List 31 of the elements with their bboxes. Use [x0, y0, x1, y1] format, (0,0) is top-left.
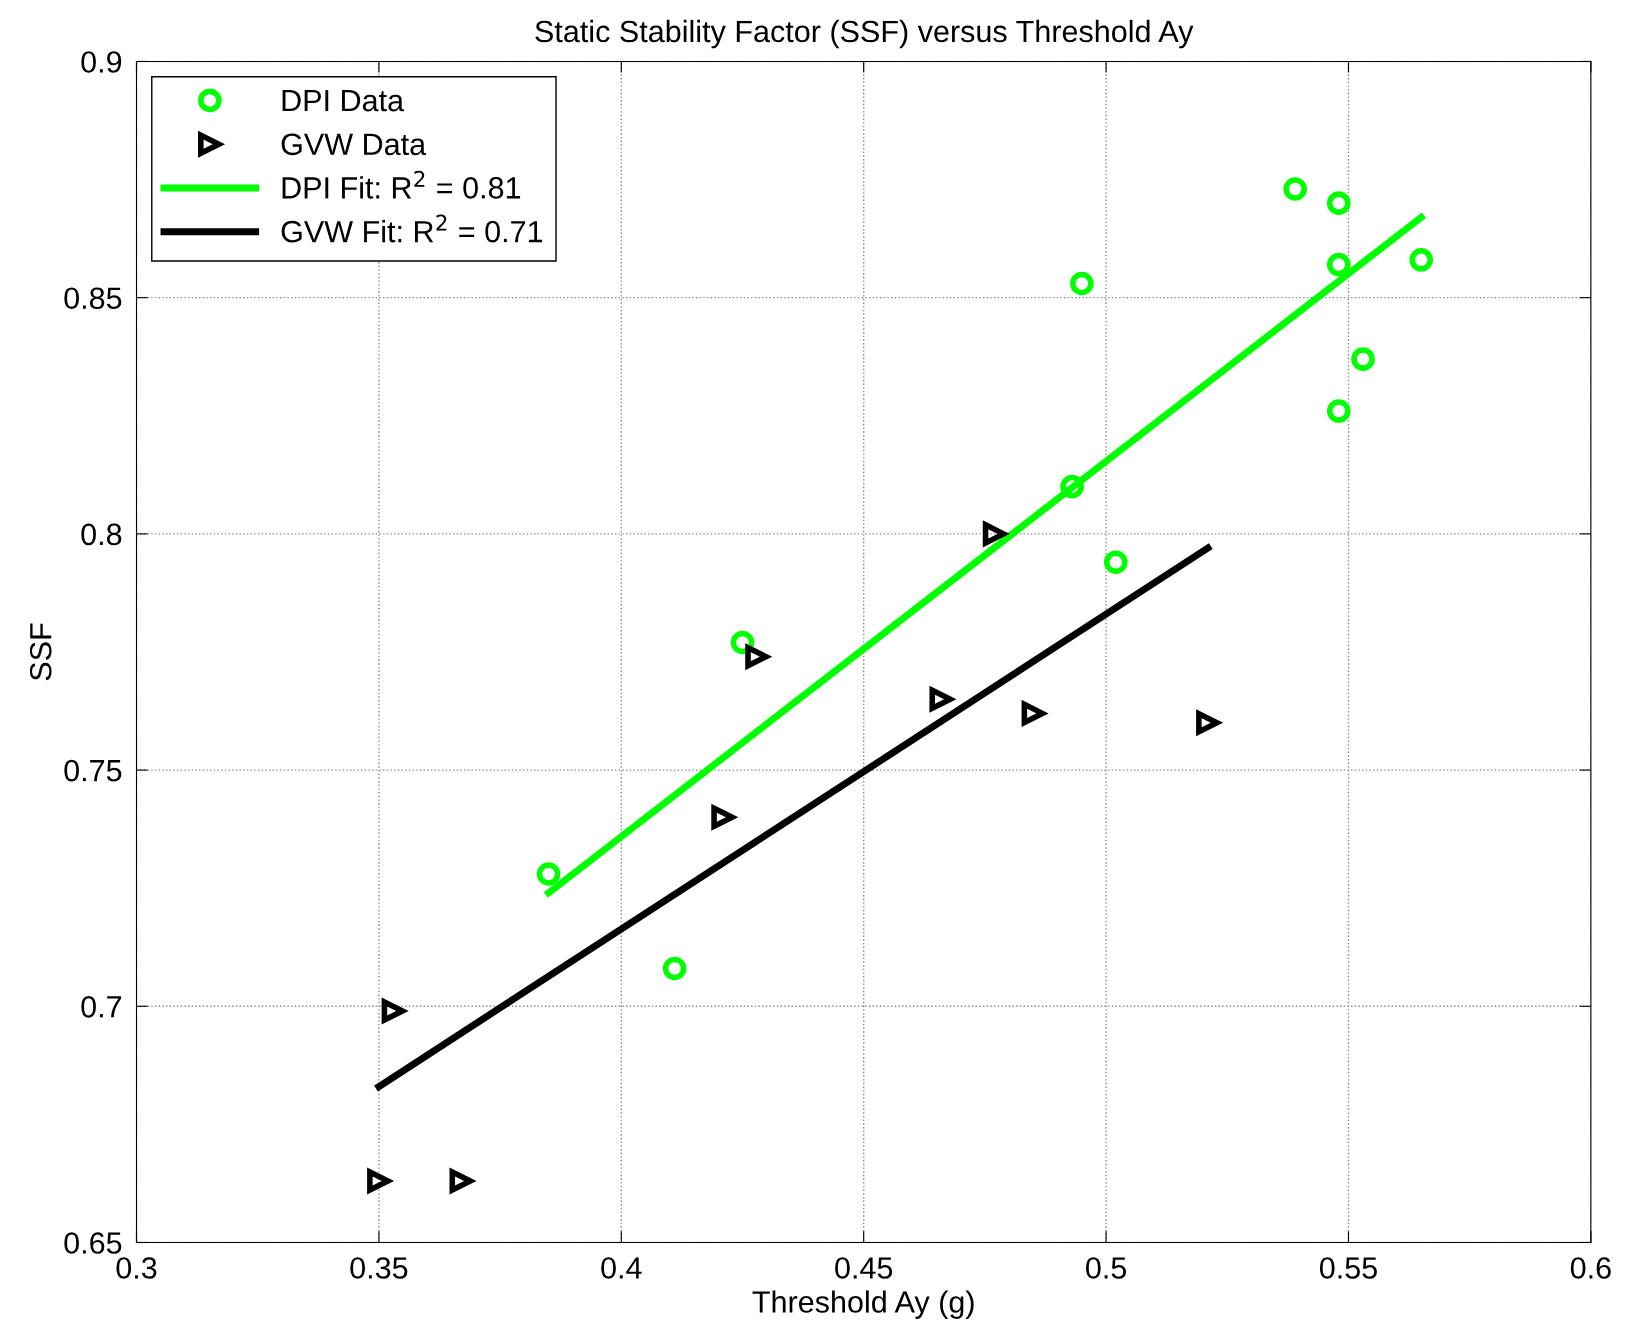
- y-tick-label: 0.7: [81, 996, 122, 1018]
- point: [1326, 191, 1351, 215]
- x-tick-label: 0.55: [1319, 1257, 1377, 1279]
- y-tick-label: 0.9: [81, 51, 122, 73]
- legend-label: GVW Fit: R$^{2}$ = 0.71: [281, 214, 543, 243]
- point: [1283, 177, 1307, 201]
- x-tick-label: 0.4: [601, 1257, 642, 1279]
- y-axis-title: SSF: [29, 623, 52, 681]
- x-tick-label: 0.45: [835, 1257, 893, 1279]
- x-tick-label: 0.35: [350, 1257, 408, 1279]
- point: [536, 862, 561, 886]
- point: [1326, 399, 1351, 423]
- point: [1103, 550, 1128, 575]
- x-tick-label: 0.3: [116, 1257, 157, 1279]
- point: [1351, 347, 1375, 371]
- point: [1409, 248, 1433, 272]
- y-tick-label: 0.65: [64, 1232, 122, 1254]
- x-tick-label: 0.5: [1086, 1257, 1127, 1279]
- point: [1070, 271, 1094, 296]
- chart-title: Static Stability Factor (SSF) versus Threshold Ay: [535, 19, 1194, 49]
- point: [662, 956, 687, 981]
- legend-label: DPI Data: [282, 90, 405, 112]
- x-tick-label: 0.6: [1570, 1257, 1611, 1279]
- point: [1326, 252, 1351, 277]
- point: [1060, 474, 1084, 499]
- legend-label: GVW Data: [281, 133, 427, 156]
- legend-label: DPI Fit: R$^{2}$ = 0.81: [282, 170, 521, 199]
- y-tick-label: 0.8: [81, 523, 122, 546]
- x-axis-title: Threshold Ay (g): [752, 1290, 974, 1319]
- y-tick-label: 0.75: [64, 759, 122, 782]
- y-tick-label: 0.85: [64, 287, 122, 310]
